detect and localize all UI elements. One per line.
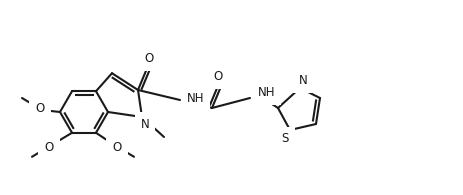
Text: S: S — [282, 132, 289, 145]
Text: NH: NH — [258, 87, 275, 99]
Text: NH: NH — [187, 91, 205, 105]
Text: O: O — [144, 52, 154, 66]
Text: N: N — [299, 74, 307, 88]
Text: O: O — [113, 141, 122, 154]
Text: O: O — [44, 141, 54, 154]
Text: O: O — [35, 103, 44, 115]
Text: N: N — [141, 118, 150, 130]
Text: O: O — [213, 71, 223, 83]
